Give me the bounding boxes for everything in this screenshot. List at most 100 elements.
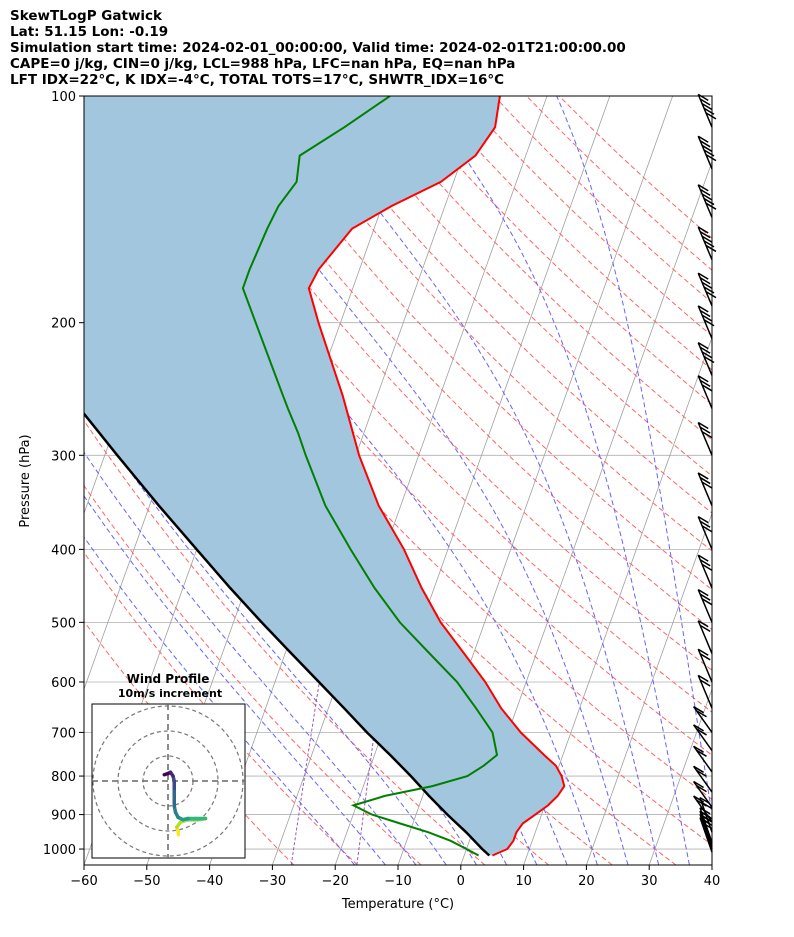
x-tick-label: 20 [578,874,595,889]
wind-barb-flag [696,749,707,757]
wind-barb-flag [701,525,713,533]
wind-barb-flag [697,554,709,562]
wind-barb [697,648,713,683]
wind-barb-flag [705,202,717,210]
wind-barb-flag [697,515,709,524]
wind-barb-flag [699,140,711,148]
hodograph-ring [142,755,194,807]
wind-barbs [693,93,717,853]
wind-barb-flag [697,272,709,280]
wind-barb-flag [701,384,713,392]
wind-barb-flag [699,346,711,354]
wind-barb-flag [699,624,711,633]
y-tick-label: 600 [51,676,76,691]
hodograph-ring [92,705,244,857]
wind-barb [693,706,713,733]
wind-barb [693,745,713,773]
wind-barb-flag [701,314,713,322]
x-tick-label: −50 [133,874,160,889]
wind-barb-flag [696,769,707,778]
moist-adiabat-line [84,495,386,865]
isotherm-line [523,336,712,865]
hodograph-inset [91,703,246,859]
wind-barb-flag [701,281,713,290]
wind-barb-flag [699,476,711,485]
wind-barb [693,724,713,752]
wind-barb-flag [697,674,709,683]
wind-barb-flag [701,102,713,111]
parcel-profile-line [84,411,491,857]
wind-barb-flag [697,648,709,656]
dry-adiabat-line [84,551,358,865]
wind-barb-flag [699,188,711,197]
wind-barb-flag [697,342,709,350]
wind-barb-flag [693,724,705,732]
chart-title-block: SkewTLogP Gatwick Lat: 51.15 Lon: -0.19 … [10,8,626,88]
wind-barb-flag [701,481,713,489]
x-tick-label: −60 [70,874,97,889]
wind-barb-flag [699,98,711,106]
stability-indices: LFT IDX=22°C, K IDX=-4°C, TOTAL TOTS=17°… [10,72,505,88]
wind-barb-flag [697,620,709,628]
plot-area [84,96,794,865]
wind-barb [693,795,713,823]
wind-barb [697,554,713,589]
wind-barb [697,375,713,409]
wind-barb-flag [699,230,711,239]
wind-barb [697,620,713,654]
wind-barb-flag [701,193,713,201]
wind-barb-flag [699,379,711,387]
wind-barb-flag [705,290,717,299]
wind-barb [693,780,713,808]
wind-barb-flag [699,653,711,661]
wind-barb [697,272,717,307]
wind-barb-flag [701,235,713,243]
wind-barb-flag [705,154,717,162]
cape-cin-indices: CAPE=0 j/kg, CIN=0 j/kg, LCL=988 hPa, LF… [10,56,516,72]
wind-barb [697,515,713,550]
wind-barb-flag [696,710,707,718]
moist-adiabat-line [420,96,690,865]
x-tick-label: 40 [704,874,721,889]
location-coordinates: Lat: 51.15 Lon: -0.19 [10,24,169,40]
wind-barb-flag [697,226,709,234]
y-tick-label: 300 [51,449,76,464]
x-tick-label: 0 [457,874,465,889]
x-tick-label: −40 [196,874,223,889]
wind-barb-flag [697,93,709,102]
wind-barb-flag [696,799,707,807]
moist-adiabat-line [291,96,660,865]
wind-barb-flag [699,277,711,285]
wind-barb [697,421,713,456]
moist-adiabat-line [84,536,356,865]
wind-barb-flag [699,679,711,687]
wind-barb [697,184,717,218]
wind-barb-flag [701,431,713,439]
dry-adiabat-line [363,96,712,441]
wind-barb [697,342,715,376]
axes-frame: −60 −50 −40 −30 −20 −10 0 10 20 30 40 100 200 300 400 5… [43,90,720,889]
isotherm-line [272,96,548,865]
wind-barb-flag [699,559,711,567]
moist-adiabat-line [84,451,417,865]
isotherm-line [711,863,712,865]
y-tick-label: 1000 [43,843,76,858]
y-tick-label: 100 [51,90,76,105]
wind-barb-flag [693,745,705,753]
wind-barb [697,588,713,623]
x-tick-label: 30 [641,874,658,889]
temperature-line [307,96,566,857]
cin-shaded-area [84,96,565,856]
wind-barb [697,226,717,261]
wind-barb [697,472,713,506]
wind-barb-flag [697,472,709,480]
wind-barb-flag [697,421,709,430]
wind-barb-flag [696,728,707,736]
y-tick-label: 500 [51,616,76,631]
dry-adiabat-line [331,96,712,477]
wind-barb-flag [699,309,711,318]
wind-barb-flag [697,305,709,313]
isotherm-line [648,687,712,865]
wind-barb-flag [699,593,711,601]
isotherm-line [775,96,794,865]
